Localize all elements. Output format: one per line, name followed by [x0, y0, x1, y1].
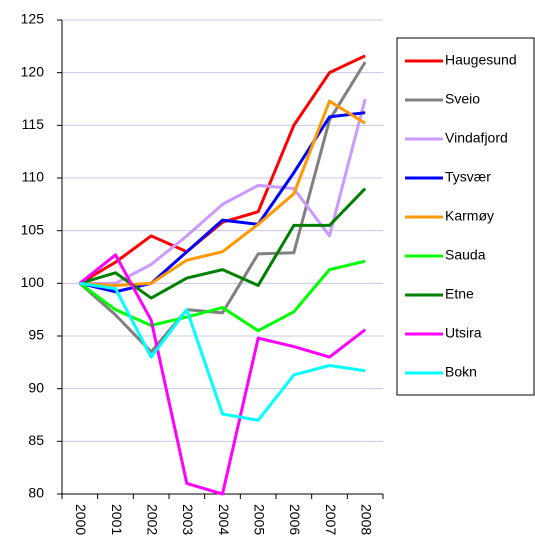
legend-label: Bokn [445, 364, 477, 380]
series-line [78, 253, 367, 496]
x-tick-label: 2001 [109, 504, 125, 535]
legend-label: Haugesund [445, 52, 517, 68]
y-tick-label: 100 [21, 274, 45, 290]
legend-label: Tysvær [445, 169, 491, 185]
legend-label: Karmøy [445, 208, 494, 224]
y-tick-label: 80 [28, 485, 44, 501]
series-line [79, 54, 366, 285]
legend-label: Sveio [445, 91, 480, 107]
x-tick-label: 2007 [323, 504, 339, 535]
series-line [79, 99, 366, 287]
legend-label: Etne [445, 286, 474, 302]
legend-label: Sauda [445, 247, 486, 263]
x-tick-label: 2008 [358, 504, 374, 535]
y-tick-label: 105 [21, 221, 45, 237]
x-tick-label: 2003 [180, 504, 196, 535]
x-tick-label: 2000 [73, 504, 89, 535]
series-line [79, 281, 366, 422]
y-tick-label: 95 [28, 327, 44, 343]
y-tick-label: 85 [28, 432, 44, 448]
series-line [79, 187, 367, 300]
legend-label: Utsira [445, 325, 482, 341]
legend-label: Vindafjord [445, 130, 508, 146]
series-line [78, 61, 367, 354]
x-tick-label: 2006 [287, 504, 303, 535]
x-tick-label: 2002 [144, 504, 160, 535]
y-tick-label: 125 [21, 11, 45, 27]
y-tick-label: 115 [22, 116, 45, 132]
series-line [78, 259, 366, 333]
y-tick-label: 120 [21, 63, 45, 79]
x-tick-label: 2005 [251, 504, 267, 535]
x-tick-label: 2004 [216, 504, 232, 535]
y-tick-label: 110 [22, 169, 45, 185]
y-tick-label: 90 [28, 379, 44, 395]
